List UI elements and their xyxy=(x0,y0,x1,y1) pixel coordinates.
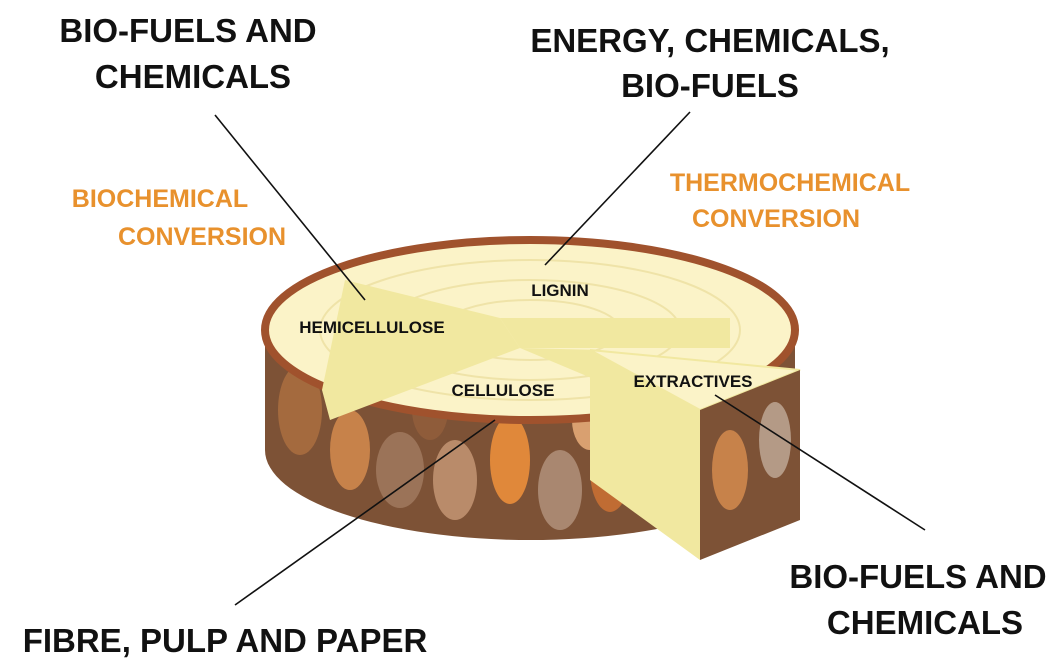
diagram: BIO-FUELS AND CHEMICALS ENERGY, CHEMICAL… xyxy=(0,0,1064,667)
output-label: BIO-FUELS AND xyxy=(59,12,316,49)
conversion-label: THERMOCHEMICAL xyxy=(670,169,910,197)
output-label: FIBRE, PULP AND PAPER xyxy=(23,622,428,659)
conversion-label: BIOCHEMICAL xyxy=(72,185,248,213)
conversion-label: CONVERSION xyxy=(692,205,860,233)
output-label: ENERGY, CHEMICALS, xyxy=(530,22,889,59)
output-label: CHEMICALS xyxy=(827,604,1023,641)
component-label: LIGNIN xyxy=(531,281,589,300)
component-label: HEMICELLULOSE xyxy=(299,318,444,337)
conversion-label: CONVERSION xyxy=(118,223,286,251)
component-label: EXTRACTIVES xyxy=(633,372,752,391)
output-label: BIO-FUELS xyxy=(621,67,799,104)
output-label: CHEMICALS xyxy=(95,58,291,95)
component-label: CELLULOSE xyxy=(452,381,555,400)
output-label: BIO-FUELS AND xyxy=(789,558,1046,595)
